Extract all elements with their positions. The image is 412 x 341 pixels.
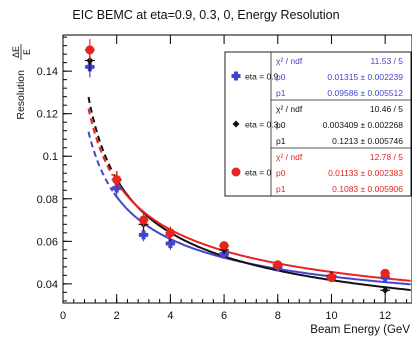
y-tick-label: 0.14 <box>37 66 58 78</box>
y-tick-label: 0.04 <box>37 279 58 291</box>
y-tick-label: 0.08 <box>37 194 58 206</box>
x-tick-label: 2 <box>114 310 120 322</box>
axes: 0 2 4 6 8 10 12 0.04 0.06 0.08 0.1 0.12 0.14 Beam Ene… <box>11 34 412 336</box>
y-tick-label: 0.12 <box>37 109 58 121</box>
x-tick-label: 8 <box>275 310 281 322</box>
fit-curve-extrapolation <box>87 108 114 177</box>
data-point <box>139 215 149 225</box>
data-points <box>84 39 391 295</box>
plot-frame <box>62 34 412 304</box>
stats-label: p1 <box>276 184 286 194</box>
data-point <box>165 228 175 238</box>
stats-label: p1 <box>276 136 286 146</box>
data-point <box>85 45 95 55</box>
stats-value: 0.01133 ± 0.002383 <box>328 168 403 178</box>
data-point <box>232 120 240 128</box>
fit-curve-extrapolation <box>87 131 114 192</box>
stats-label: p0 <box>276 72 286 82</box>
y-axis-label-numerator: ΔE <box>11 46 21 58</box>
fit-curve <box>113 192 411 286</box>
stats-value: 12.78 / 5 <box>370 152 403 162</box>
x-tick-label: 0 <box>60 310 66 322</box>
data-point <box>380 268 390 278</box>
stats-value: 10.46 / 5 <box>370 104 403 114</box>
data-point <box>112 175 122 185</box>
y-axis-label-text: Resolution <box>15 70 27 120</box>
stats-value: 11.53 / 5 <box>371 56 404 66</box>
x-tick-label: 6 <box>221 310 227 322</box>
fit-curve-extrapolation <box>87 96 114 173</box>
y-tick-label: 0.1 <box>43 151 58 163</box>
data-point <box>139 230 149 240</box>
fit-curve <box>113 174 411 291</box>
data-point <box>273 260 283 270</box>
fit-curves <box>87 96 411 291</box>
legend-stats-box: eta = 0.9 χ² / ndf 11.53 / 5 p0 0.01315 ± 0.… <box>224 51 412 197</box>
y-tick-label: 0.06 <box>37 236 58 248</box>
x-tick-label: 12 <box>379 310 391 322</box>
x-tick-label: 4 <box>167 310 173 322</box>
chart-title: EIC BEMC at eta=0.9, 0.3, 0, Energy Reso… <box>72 8 340 22</box>
stats-value: 0.09586 ± 0.005512 <box>327 88 403 98</box>
stats-label: χ² / ndf <box>276 104 303 114</box>
data-point <box>326 272 336 282</box>
data-point <box>219 241 229 251</box>
stats-value: 0.1083 ± 0.005906 <box>332 184 403 194</box>
y-axis-label: Resolution ΔE E <box>11 44 32 120</box>
stats-label: p0 <box>276 120 286 130</box>
data-point <box>165 238 175 248</box>
data-point <box>231 71 241 81</box>
data-series <box>84 39 391 282</box>
legend-entry-label: eta = 0.3 <box>245 120 279 130</box>
x-axis-label: Beam Energy (GeV <box>310 324 410 336</box>
stats-value: 0.1213 ± 0.005746 <box>332 136 403 146</box>
stats-label: χ² / ndf <box>276 152 303 162</box>
x-tick-label: 10 <box>325 310 337 322</box>
data-point <box>231 167 241 177</box>
legend-entry-label: eta = 0.9 <box>245 72 279 82</box>
y-axis-label-denominator: E <box>22 49 32 55</box>
fit-curve <box>113 177 411 282</box>
stats-label: p1 <box>276 88 286 98</box>
stats-box-frame <box>224 51 412 197</box>
stats-value: 0.003409 ± 0.002268 <box>323 120 404 130</box>
data-point <box>381 286 389 294</box>
stats-label: p0 <box>276 168 286 178</box>
legend-entry-label: eta = 0 <box>245 168 272 178</box>
stats-label: χ² / ndf <box>276 56 303 66</box>
stats-value: 0.01315 ± 0.002239 <box>327 72 403 82</box>
